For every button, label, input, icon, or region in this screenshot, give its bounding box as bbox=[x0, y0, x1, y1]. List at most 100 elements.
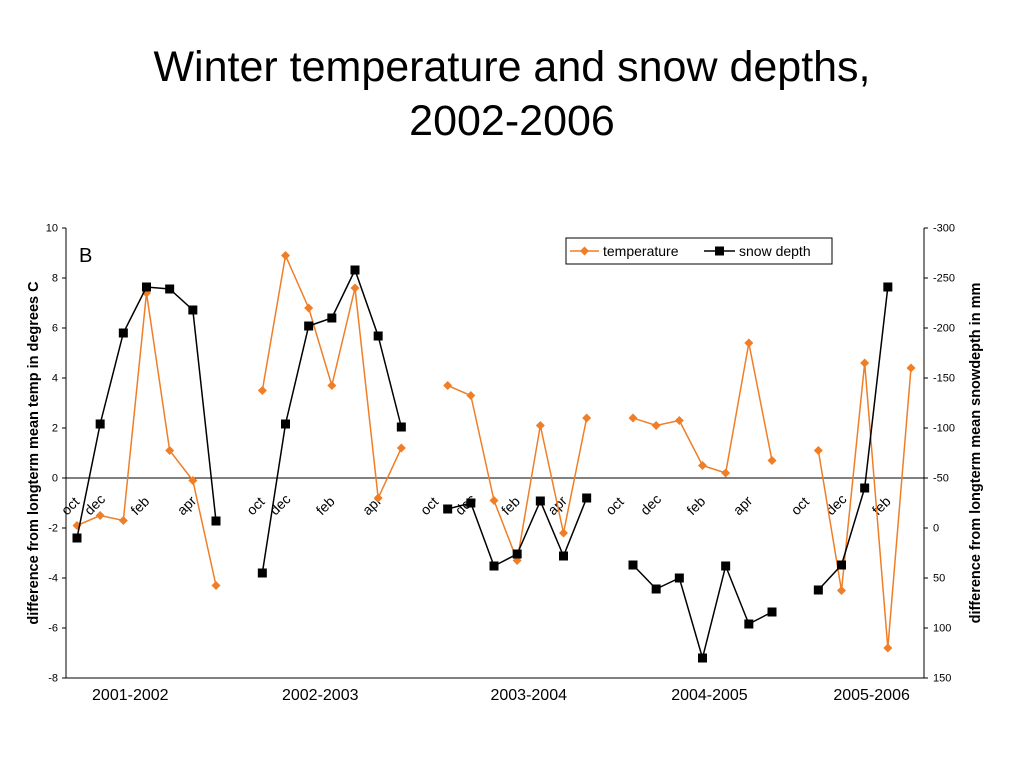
left-tick-label: -4 bbox=[48, 573, 58, 585]
temperature-point bbox=[304, 303, 314, 313]
snow-depth-point bbox=[257, 568, 267, 578]
temperature-point bbox=[373, 493, 383, 503]
left-tick-label: -6 bbox=[48, 623, 58, 635]
temperature-point bbox=[327, 381, 337, 390]
snow-depth-point bbox=[767, 607, 777, 617]
temperature-point bbox=[860, 358, 870, 368]
slide-title: Winter temperature and snow depths, 2002… bbox=[0, 40, 1024, 148]
x-tick-label: dec bbox=[266, 491, 293, 518]
temperature-point bbox=[211, 581, 221, 590]
left-tick-label: 4 bbox=[52, 373, 58, 385]
right-tick-label: -150 bbox=[933, 373, 955, 385]
legend-snow-depth-label: snow depth bbox=[739, 243, 811, 259]
season-label: 2003-2004 bbox=[490, 687, 567, 704]
temperature-point bbox=[651, 421, 661, 430]
right-tick-label: 50 bbox=[933, 573, 945, 585]
title-line-2: 2002-2006 bbox=[409, 97, 615, 145]
temperature-point bbox=[535, 421, 545, 430]
season-label: 2001-2002 bbox=[92, 687, 169, 704]
snow-depth-point bbox=[860, 483, 870, 493]
x-tick-label: oct bbox=[602, 494, 627, 519]
right-tick-label: -200 bbox=[933, 323, 955, 335]
temperature-point bbox=[559, 528, 568, 538]
temperature-point bbox=[188, 476, 198, 485]
legend-snow-depth-marker bbox=[715, 246, 724, 256]
temperature-point bbox=[443, 381, 453, 390]
snow-depth-point bbox=[698, 653, 707, 663]
season-label: 2002-2003 bbox=[282, 687, 359, 704]
legend-box bbox=[565, 237, 833, 265]
right-tick-label: -250 bbox=[933, 273, 955, 285]
right-tick-label: -300 bbox=[933, 223, 955, 235]
snow-depth-point bbox=[72, 533, 82, 543]
temperature-point bbox=[674, 416, 684, 425]
temperature-point bbox=[906, 363, 916, 373]
snow-depth-point bbox=[813, 585, 823, 595]
temperature-point bbox=[582, 413, 592, 423]
snow-depth-series-line bbox=[632, 563, 773, 661]
snow-depth-point bbox=[350, 265, 360, 275]
snow-depth-point bbox=[118, 328, 128, 338]
temperature-point bbox=[350, 283, 360, 293]
snow-depth-point bbox=[327, 313, 337, 323]
snow-depth-point bbox=[721, 561, 731, 571]
snow-depth-point bbox=[165, 284, 175, 294]
x-tick-label: feb bbox=[683, 493, 708, 518]
left-tick-label: 6 bbox=[52, 323, 58, 335]
y-axis-left-title: difference from longterm mean temp in de… bbox=[26, 281, 42, 625]
temperature-series-line bbox=[261, 252, 403, 501]
x-tick-label: feb bbox=[313, 493, 338, 518]
right-tick-label: 0 bbox=[933, 523, 939, 535]
right-tick-label: -50 bbox=[933, 473, 949, 485]
temperature-point bbox=[396, 443, 406, 453]
x-tick-label: feb bbox=[869, 493, 894, 518]
snow-depth-point bbox=[281, 419, 290, 429]
snow-depth-point bbox=[559, 551, 568, 561]
temperature-point bbox=[118, 516, 128, 525]
temperature-point bbox=[813, 446, 823, 455]
right-tick-label: -100 bbox=[933, 423, 955, 435]
x-tick-label: oct bbox=[243, 494, 268, 519]
x-tick-label: oct bbox=[788, 494, 813, 519]
snow-depth-point bbox=[95, 419, 105, 429]
x-tick-label: oct bbox=[58, 494, 83, 519]
y-axis-right-title: difference from longterm mean snowdepth … bbox=[968, 283, 984, 624]
left-tick-label: -2 bbox=[48, 523, 58, 535]
snow-depth-point bbox=[744, 619, 754, 629]
temperature-point bbox=[466, 391, 476, 400]
x-tick-label: dec bbox=[637, 491, 664, 518]
panel-label: B bbox=[79, 245, 92, 267]
snow-depth-point bbox=[837, 560, 846, 570]
snow-depth-point bbox=[512, 549, 522, 559]
temperature-point bbox=[165, 446, 175, 455]
snow-depth-point bbox=[211, 516, 221, 526]
snow-depth-point bbox=[674, 573, 684, 583]
x-tick-label: oct bbox=[417, 494, 442, 519]
season-label: 2004-2005 bbox=[671, 687, 748, 704]
legend-temperature-label: temperature bbox=[603, 243, 679, 259]
temperature-point bbox=[883, 643, 893, 653]
temperature-point bbox=[628, 413, 638, 423]
left-tick-label: 0 bbox=[52, 473, 58, 485]
snow-depth-point bbox=[443, 504, 453, 514]
title-line-1: Winter temperature and snow depths, bbox=[153, 43, 871, 91]
legend-temperature-marker bbox=[580, 246, 589, 256]
right-tick-label: 150 bbox=[933, 673, 951, 685]
temperature-point bbox=[281, 251, 290, 260]
x-tick-label: apr bbox=[359, 492, 385, 518]
snow-depth-point bbox=[142, 282, 151, 292]
snow-depth-point bbox=[535, 496, 545, 506]
season-label: 2005-2006 bbox=[833, 687, 910, 704]
temperature-series-line bbox=[632, 342, 773, 474]
snow-depth-point bbox=[188, 305, 198, 315]
temperature-point bbox=[95, 511, 105, 520]
temperature-point bbox=[721, 468, 731, 478]
snow-depth-point bbox=[466, 498, 476, 508]
left-tick-label: 2 bbox=[52, 423, 58, 435]
temperature-point bbox=[744, 338, 754, 348]
x-tick-label: feb bbox=[127, 493, 152, 518]
left-tick-label: 8 bbox=[52, 273, 58, 285]
temperature-point bbox=[698, 461, 707, 470]
temperature-point bbox=[767, 456, 777, 465]
